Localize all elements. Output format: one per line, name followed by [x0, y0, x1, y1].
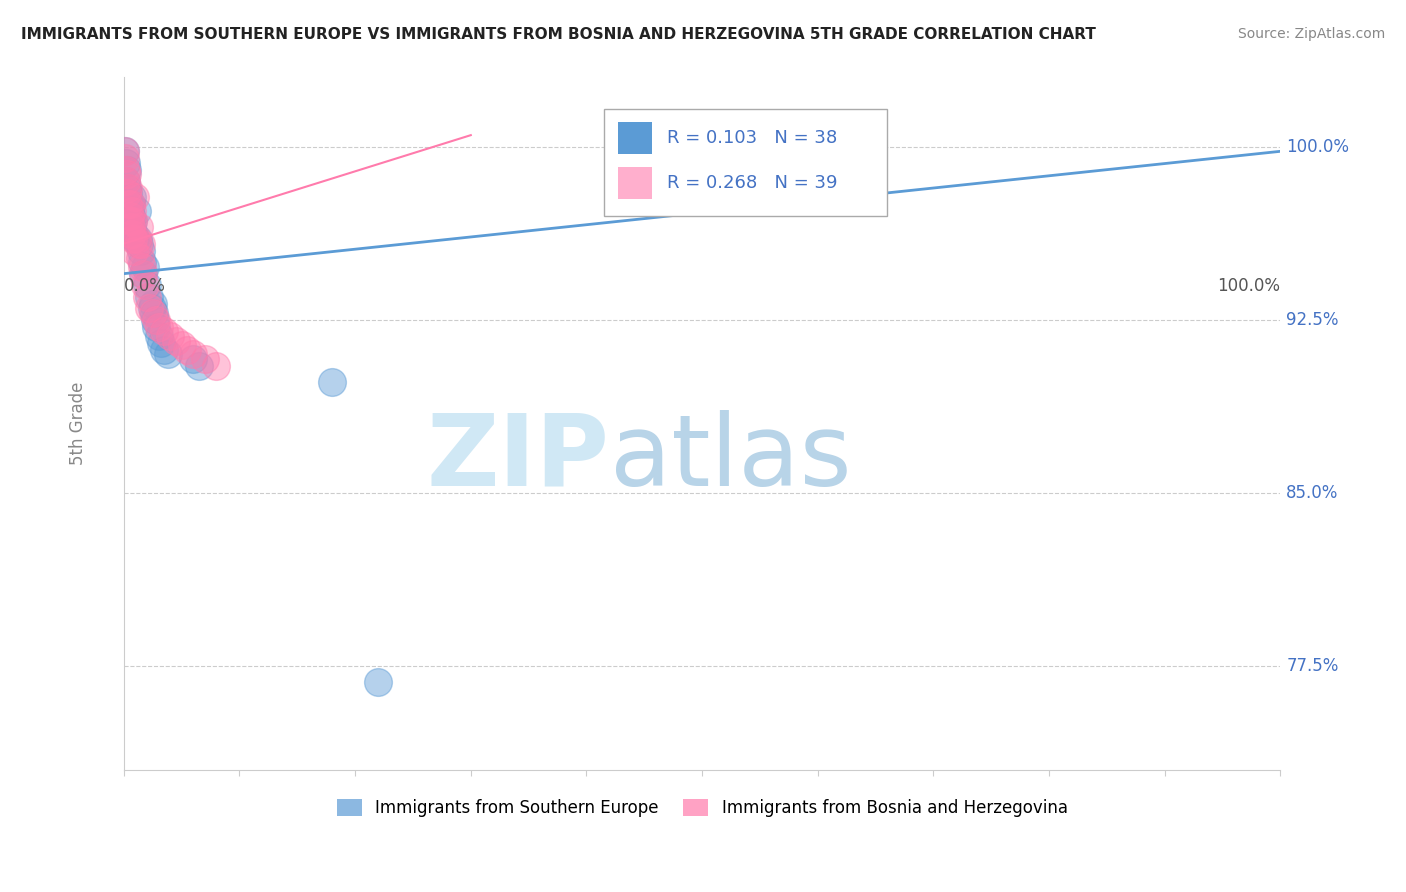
Text: 100.0%: 100.0% [1218, 277, 1281, 295]
Point [132, 267, 155, 281]
Point [181, 347, 204, 361]
Point [117, 162, 139, 177]
Point [165, 334, 187, 348]
Point [115, 174, 138, 188]
Bar [617, 168, 652, 199]
Point [129, 244, 152, 258]
Point [141, 301, 163, 316]
Point [127, 236, 149, 251]
Point [125, 232, 148, 246]
Point [145, 319, 167, 334]
Point [127, 232, 149, 246]
Point [118, 213, 141, 227]
Point [131, 255, 153, 269]
Point [159, 329, 181, 343]
Text: 85.0%: 85.0% [1286, 484, 1339, 502]
Point [131, 260, 153, 274]
Point [148, 329, 170, 343]
Point [118, 209, 141, 223]
Point [149, 335, 172, 350]
Point [120, 209, 142, 223]
Point [153, 324, 176, 338]
Point [121, 220, 143, 235]
Text: 77.5%: 77.5% [1286, 657, 1339, 675]
Point [134, 260, 156, 274]
Point [117, 186, 139, 200]
Point [138, 290, 160, 304]
Point [134, 278, 156, 293]
Point [142, 306, 165, 320]
Point [120, 197, 142, 211]
Point [122, 244, 145, 258]
Point [122, 213, 145, 227]
Point [145, 313, 167, 327]
Point [114, 145, 136, 159]
Point [129, 236, 152, 251]
Point [194, 352, 217, 367]
Point [138, 301, 160, 316]
Point [321, 375, 343, 389]
Point [122, 227, 145, 242]
Point [124, 232, 146, 246]
Point [181, 352, 204, 367]
Point [142, 296, 165, 310]
Point [114, 145, 136, 159]
Text: 100.0%: 100.0% [1286, 137, 1350, 156]
Legend: Immigrants from Southern Europe, Immigrants from Bosnia and Herzegovina: Immigrants from Southern Europe, Immigra… [330, 792, 1074, 824]
Point [121, 190, 143, 204]
Point [124, 190, 146, 204]
Point [142, 306, 165, 320]
Point [132, 267, 155, 281]
Point [176, 343, 198, 357]
Point [136, 278, 159, 293]
Point [121, 227, 143, 242]
Point [117, 197, 139, 211]
Point [118, 213, 141, 227]
Point [118, 204, 141, 219]
Point [148, 319, 170, 334]
Point [128, 236, 150, 251]
Point [367, 675, 389, 690]
Point [117, 168, 139, 182]
FancyBboxPatch shape [603, 109, 887, 216]
Point [122, 213, 145, 227]
Point [136, 290, 159, 304]
Text: 0.0%: 0.0% [124, 277, 166, 295]
Point [125, 204, 148, 219]
Point [143, 313, 166, 327]
Point [117, 181, 139, 195]
Text: R = 0.268   N = 39: R = 0.268 N = 39 [668, 174, 838, 192]
Point [170, 338, 193, 352]
Point [121, 204, 143, 219]
Bar [617, 122, 652, 153]
Point [117, 186, 139, 200]
Point [120, 197, 142, 211]
Point [122, 232, 145, 246]
Text: atlas: atlas [610, 409, 851, 507]
Point [153, 343, 176, 357]
Text: Source: ZipAtlas.com: Source: ZipAtlas.com [1237, 27, 1385, 41]
Point [115, 174, 138, 188]
Text: R = 0.103   N = 38: R = 0.103 N = 38 [668, 128, 838, 146]
Point [128, 220, 150, 235]
Point [188, 359, 211, 373]
Text: 92.5%: 92.5% [1286, 310, 1339, 329]
Point [117, 181, 139, 195]
Point [205, 359, 228, 373]
Point [156, 347, 179, 361]
Text: IMMIGRANTS FROM SOUTHERN EUROPE VS IMMIGRANTS FROM BOSNIA AND HERZEGOVINA 5TH GR: IMMIGRANTS FROM SOUTHERN EUROPE VS IMMIG… [21, 27, 1095, 42]
Point [117, 197, 139, 211]
Point [115, 162, 138, 177]
Text: 5th Grade: 5th Grade [69, 382, 87, 466]
Point [129, 251, 152, 265]
Point [114, 151, 136, 165]
Point [115, 156, 138, 170]
Text: ZIP: ZIP [426, 409, 610, 507]
Point [120, 220, 142, 235]
